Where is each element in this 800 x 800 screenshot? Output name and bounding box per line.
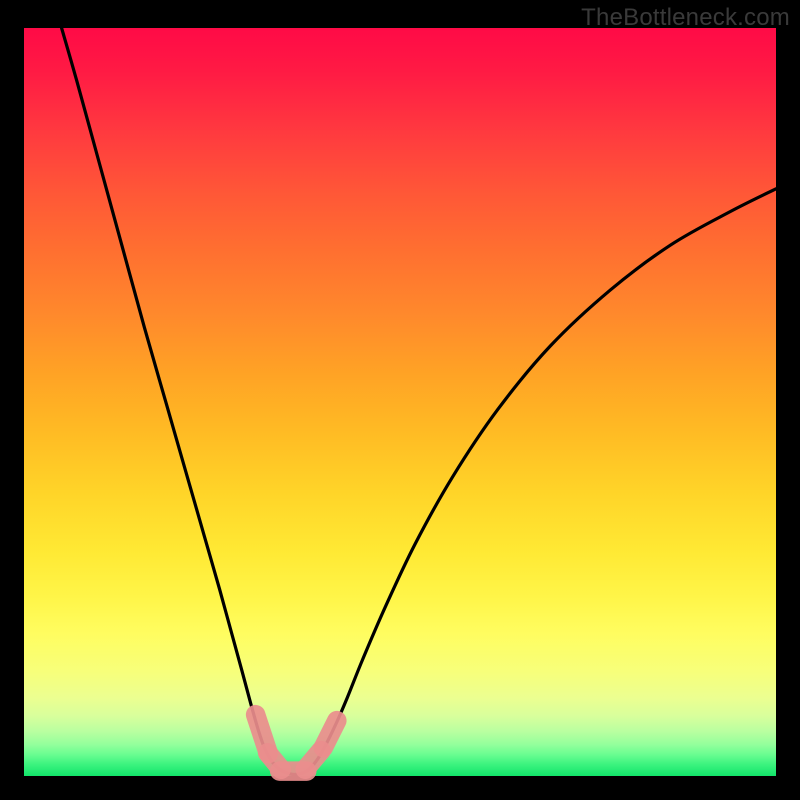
bottleneck-chart — [0, 0, 800, 800]
chart-background — [24, 28, 776, 776]
watermark-text: TheBottleneck.com — [581, 4, 790, 32]
trough-marker-segment — [323, 721, 337, 748]
